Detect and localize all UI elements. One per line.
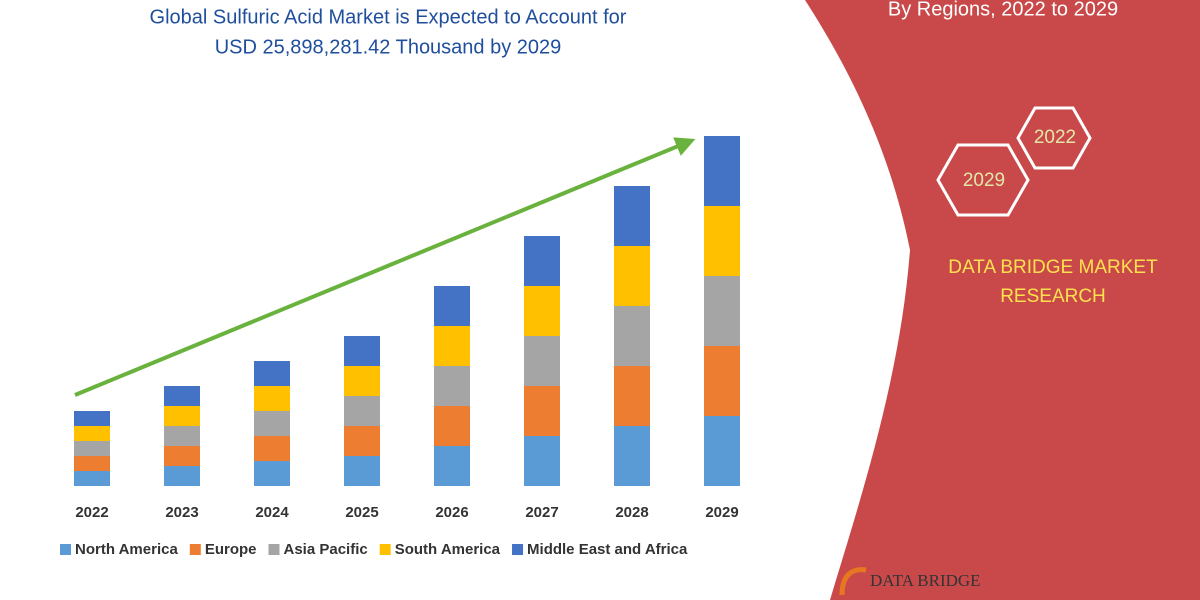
bar-segment — [614, 426, 650, 486]
legend-label: Asia Pacific — [284, 541, 368, 558]
bar-segment — [614, 246, 650, 306]
bar-segment — [254, 386, 290, 411]
bar-segment — [524, 236, 560, 286]
bar-segment — [704, 276, 740, 346]
x-tick-label: 2029 — [705, 504, 738, 521]
legend: North America Europe Asia Pacific South Ame… — [60, 541, 688, 558]
bar-segment — [164, 406, 200, 426]
bar-segment — [74, 411, 110, 426]
chart-title: USD 25,898,281.42 Thousand by 2029 — [215, 36, 562, 58]
bar-segment — [74, 441, 110, 456]
panel-subtitle: By Regions, 2022 to 2029 — [888, 0, 1118, 20]
x-tick-label: 2026 — [435, 504, 468, 521]
bar-segment — [164, 426, 200, 446]
bar-segment — [74, 426, 110, 441]
hexagons — [936, 106, 1092, 217]
hexagon-label: 2022 — [1034, 127, 1076, 148]
bar-segment — [164, 466, 200, 486]
bar-segment — [164, 446, 200, 466]
bar-segment — [524, 436, 560, 486]
bar-segment — [254, 361, 290, 386]
legend-swatch — [60, 544, 71, 555]
x-tick-label: 2023 — [165, 504, 198, 521]
x-tick-label: 2025 — [345, 504, 378, 521]
bar-segment — [344, 336, 380, 366]
legend-swatch — [512, 544, 524, 555]
chart-title: Global Sulfuric Acid Market is Expected … — [150, 6, 627, 28]
side-panel-bg — [805, 0, 1200, 600]
bar-segment — [434, 366, 470, 406]
bar-segment — [254, 436, 290, 461]
bar-segment — [254, 461, 290, 486]
legend-swatch — [268, 544, 280, 555]
bar-segment — [614, 186, 650, 246]
x-tick-label: 2027 — [525, 504, 558, 521]
legend-label: South America — [395, 541, 501, 558]
bar-segment — [704, 206, 740, 276]
plot: 2022 2023 2024 2025 2026 2027 2028 2029 — [74, 136, 740, 521]
bar-segment — [704, 346, 740, 416]
logo-text: DATA BRIDGE — [870, 571, 981, 590]
hexagon — [1016, 106, 1092, 170]
bar-segment — [524, 286, 560, 336]
bar-segment — [434, 446, 470, 486]
legend-label: Middle East and Africa — [527, 541, 688, 558]
bar-segment — [344, 396, 380, 426]
bar-segment — [344, 456, 380, 486]
bar-segment — [434, 406, 470, 446]
brand-text: RESEARCH — [1000, 286, 1106, 307]
legend-swatch — [379, 544, 391, 555]
bar-segment — [344, 366, 380, 396]
brand-text: DATA BRIDGE MARKET — [948, 257, 1158, 278]
hexagon — [936, 143, 1030, 217]
trend-arrow — [74, 137, 696, 397]
legend-label: North America — [75, 541, 178, 558]
bar-segment — [524, 336, 560, 386]
bar-segment — [704, 136, 740, 206]
bar-segment — [704, 416, 740, 486]
bar-segment — [434, 326, 470, 366]
bar-segment — [614, 306, 650, 366]
bar-segment — [74, 456, 110, 471]
hexagon-label: 2029 — [963, 170, 1005, 191]
x-tick-label: 2022 — [75, 504, 108, 521]
bar-segment — [344, 426, 380, 456]
legend-swatch — [189, 544, 201, 555]
bar-segment — [74, 471, 110, 486]
bar-segment — [164, 386, 200, 406]
x-tick-label: 2028 — [615, 504, 648, 521]
bar-segment — [524, 386, 560, 436]
bar-segment — [614, 366, 650, 426]
bar-segment — [254, 411, 290, 436]
legend-label: Europe — [205, 541, 257, 558]
logo-icon — [839, 567, 867, 596]
x-tick-label: 2024 — [255, 504, 289, 521]
bar-segment — [434, 286, 470, 326]
